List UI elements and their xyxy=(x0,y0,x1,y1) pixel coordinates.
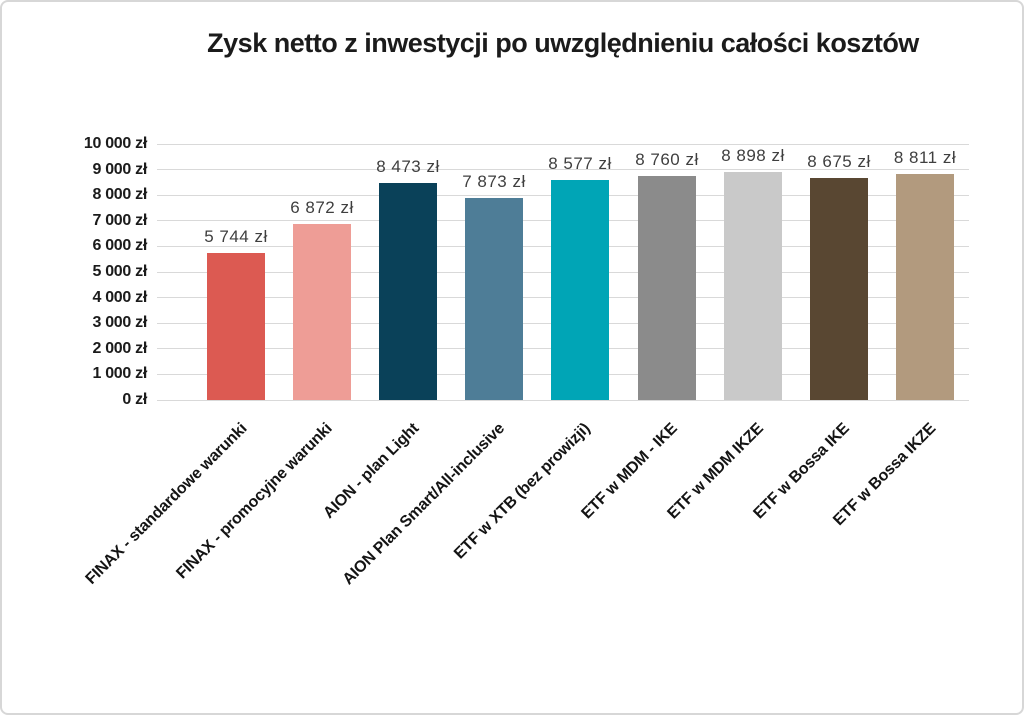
bar-9 xyxy=(896,174,954,400)
y-axis-tick-label: 5 000 zł xyxy=(92,263,147,280)
y-axis-tick-label: 3 000 zł xyxy=(92,314,147,332)
x-axis-category-label: FINAX - promocyjne warunki xyxy=(173,420,337,583)
bar-7 xyxy=(724,172,782,400)
x-axis-category-label: AION Plan Smart/All-inclusive xyxy=(339,420,509,589)
chart-title: Zysk netto z inwestycji po uwzględnieniu… xyxy=(207,28,919,58)
bar-3 xyxy=(379,183,437,400)
y-axis-tick-label: 7 000 zł xyxy=(92,211,147,229)
y-axis-tick-label: 4 000 zł xyxy=(92,288,147,306)
y-axis-tick-label: 1 000 zł xyxy=(92,365,147,383)
y-axis-tick-label: 8 000 zł xyxy=(92,186,147,204)
bar-value-label: 6 872 zł xyxy=(290,198,354,217)
bar-1 xyxy=(207,253,265,400)
bar-value-label: 8 898 zł xyxy=(721,146,785,165)
bar-value-label: 8 675 zł xyxy=(807,152,871,171)
y-axis-tick-label: 10 000 zł xyxy=(83,135,147,152)
y-axis-tick-label: 0 zł xyxy=(122,391,147,408)
bar-value-label: 8 811 zł xyxy=(893,148,957,167)
bar-5 xyxy=(551,180,609,400)
y-axis-tick-label: 6 000 zł xyxy=(92,237,147,255)
x-axis-category-label: FINAX - standardowe warunki xyxy=(82,420,251,588)
bar-4 xyxy=(465,198,523,400)
y-axis-tick-label: 9 000 zł xyxy=(92,160,147,178)
bar-value-label: 8 473 zł xyxy=(376,157,440,176)
bar-value-label: 5 744 zł xyxy=(204,227,268,246)
bar-value-label: 7 873 zł xyxy=(462,172,526,191)
bar-6 xyxy=(638,176,696,400)
gridline xyxy=(157,399,969,401)
gridline xyxy=(157,169,969,171)
bar-2 xyxy=(293,224,351,400)
y-axis-tick-label: 2 000 zł xyxy=(92,339,147,357)
bar-value-label: 8 577 zł xyxy=(548,154,612,173)
bar-value-label: 8 760 zł xyxy=(635,150,699,169)
bar-8 xyxy=(810,178,868,400)
gridline xyxy=(157,143,969,145)
